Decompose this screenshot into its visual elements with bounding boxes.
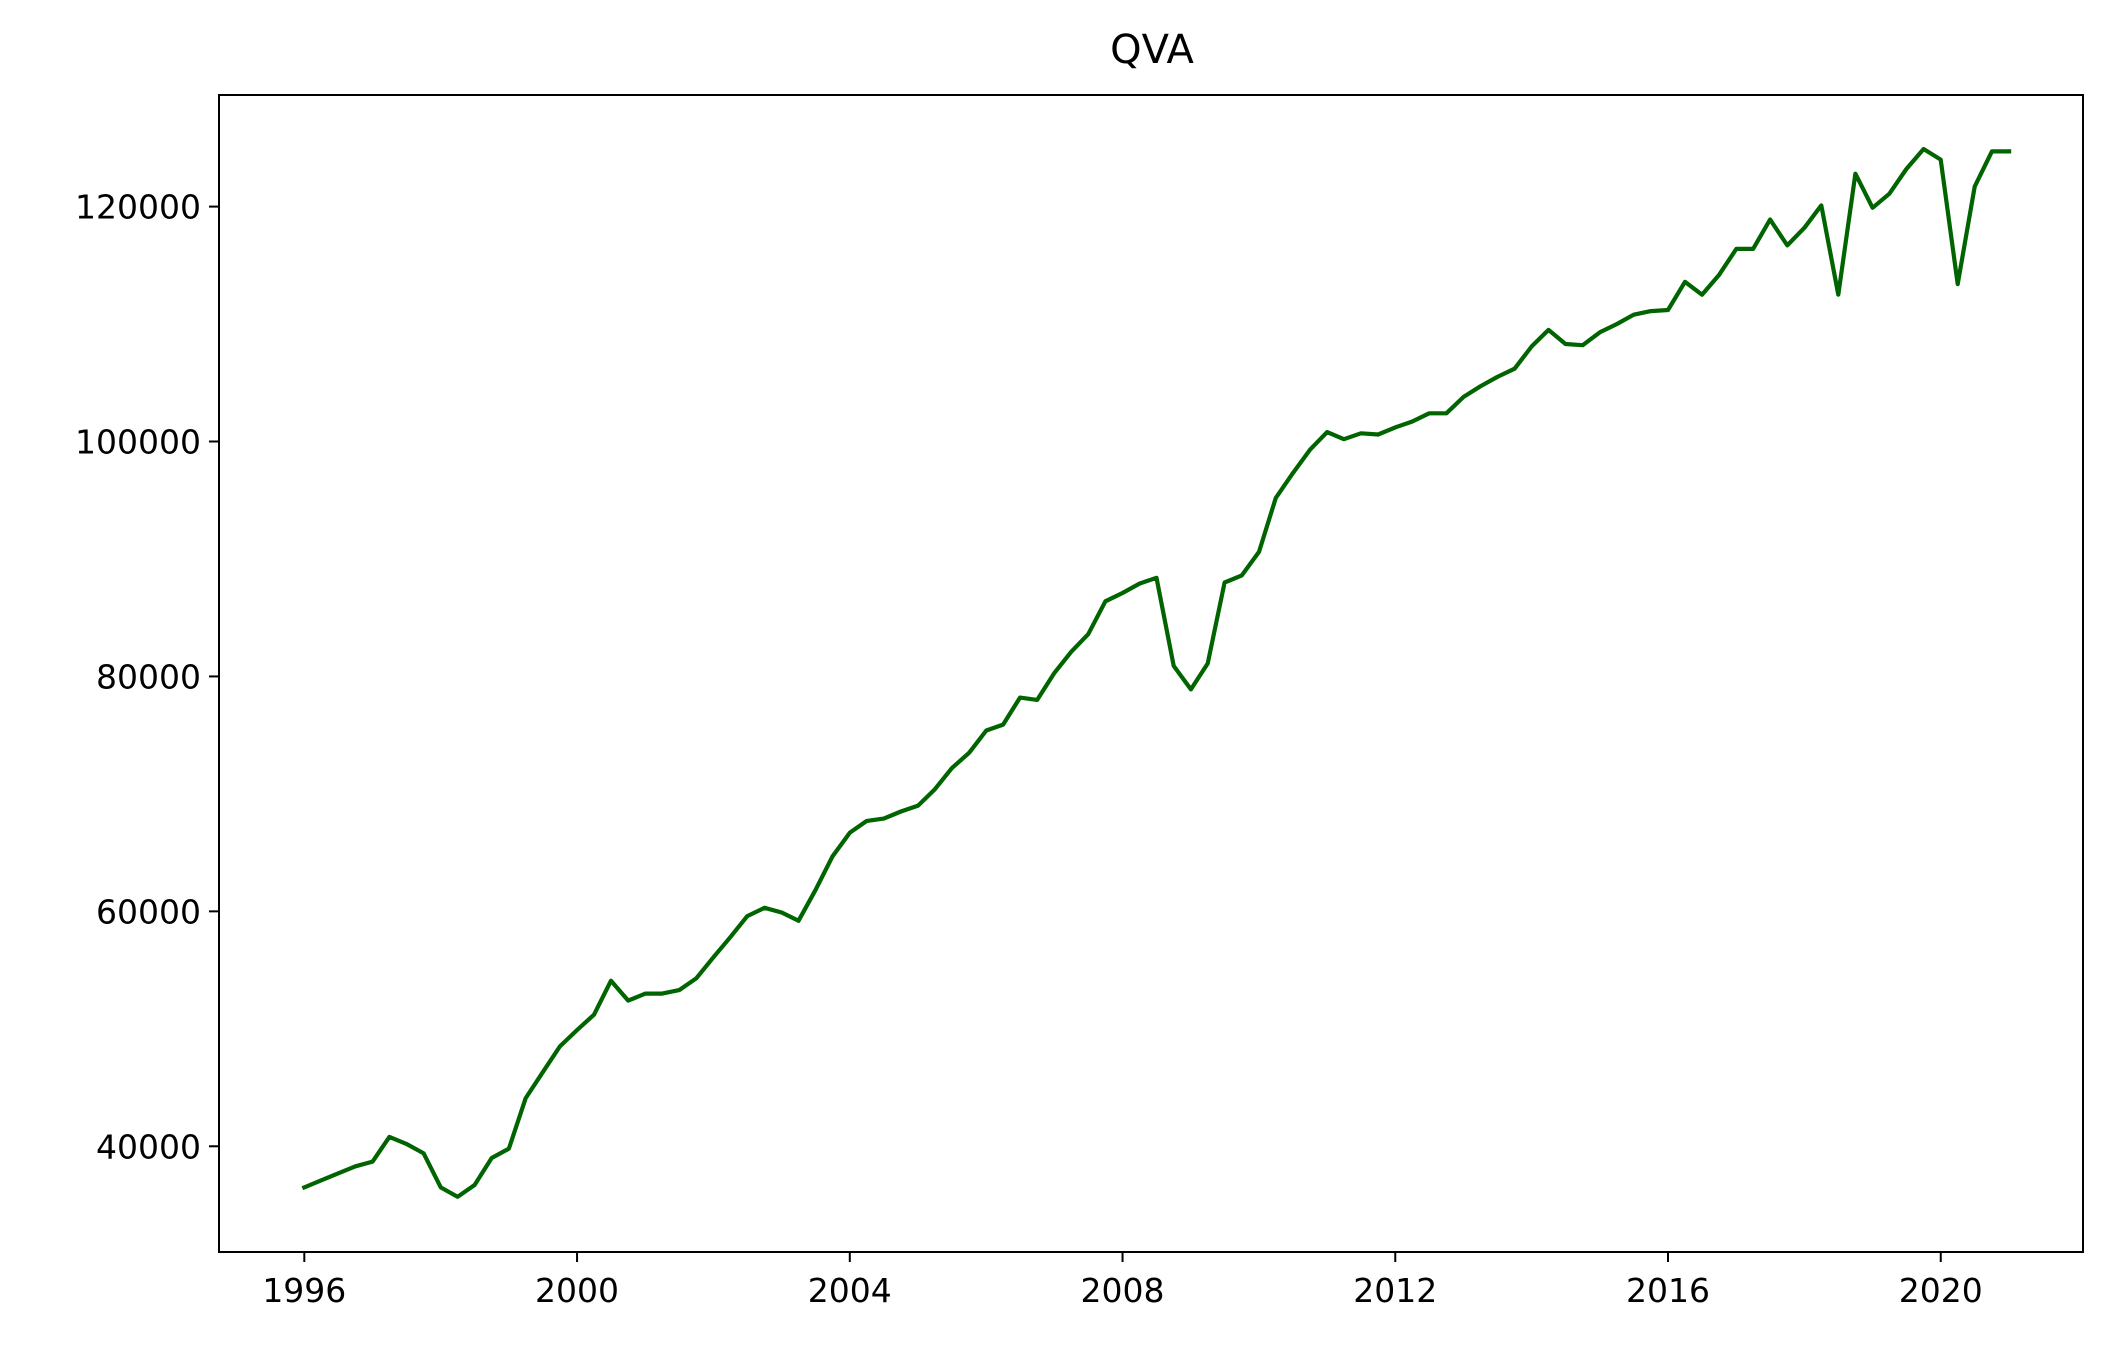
x-tick-label: 2020	[1899, 1271, 1983, 1310]
y-tick-label: 100000	[75, 423, 201, 462]
chart-title: QVA	[1110, 27, 1194, 73]
y-tick-label: 80000	[96, 657, 201, 696]
x-tick-label: 2004	[808, 1271, 892, 1310]
y-tick-label: 60000	[96, 892, 201, 931]
y-axis: 40000 60000 80000 100000 120000	[75, 188, 219, 1166]
plot-area-frame	[218, 94, 2084, 1253]
x-tick-label: 2000	[535, 1271, 619, 1310]
y-tick-label: 40000	[96, 1127, 201, 1166]
x-tick-label: 2016	[1626, 1271, 1710, 1310]
x-tick-label: 2008	[1081, 1271, 1165, 1310]
x-tick-label: 1996	[262, 1271, 346, 1310]
x-axis: 1996 2000 2004 2008 2012 2016 2020	[262, 1252, 1983, 1310]
series-line	[301, 146, 2012, 1199]
x-tick-label: 2012	[1353, 1271, 1437, 1310]
y-tick-label: 120000	[75, 188, 201, 227]
